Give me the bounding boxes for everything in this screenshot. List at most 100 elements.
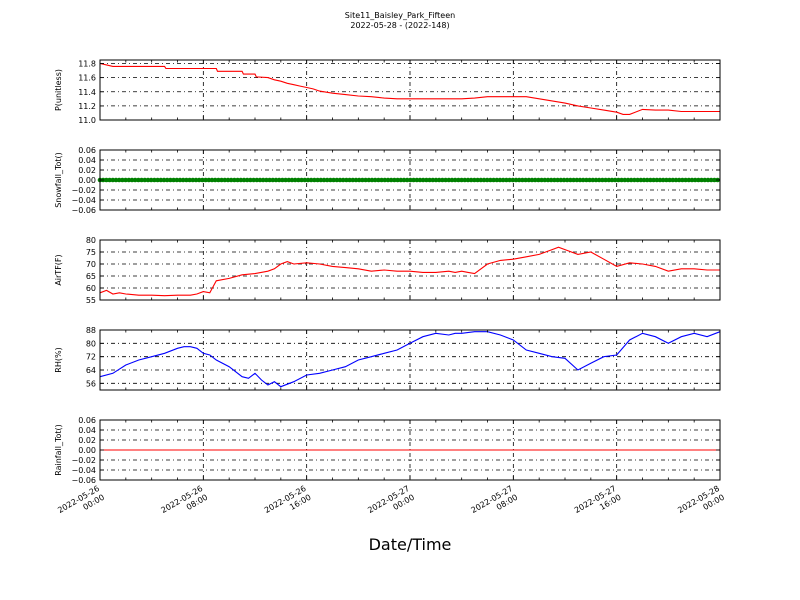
- data-point: [292, 177, 298, 183]
- data-point: [206, 177, 212, 183]
- data-point: [590, 177, 596, 183]
- data-point: [404, 177, 410, 183]
- data-point: [520, 177, 525, 183]
- data-point: [193, 177, 199, 183]
- y-tick-label: −0.06: [71, 206, 96, 215]
- data-point: [584, 177, 589, 183]
- data-point: [446, 177, 452, 183]
- data-point: [427, 177, 432, 183]
- y-tick-label: 0.02: [78, 166, 96, 175]
- data-point: [132, 177, 138, 183]
- data-point: [504, 177, 509, 183]
- data-point: [372, 177, 378, 183]
- data-point: [286, 177, 292, 183]
- data-point: [577, 177, 583, 183]
- data-point: [267, 177, 272, 183]
- data-point: [436, 177, 442, 183]
- data-point: [619, 177, 624, 183]
- x-tick-label: 2022-05-2800:00: [676, 484, 726, 524]
- data-point: [680, 177, 685, 183]
- data-point: [110, 177, 116, 183]
- data-point: [712, 177, 717, 183]
- data-point: [344, 177, 349, 183]
- data-point: [673, 177, 679, 183]
- data-point: [129, 177, 135, 183]
- x-axis-label: Date/Time: [368, 535, 452, 554]
- data-point: [433, 177, 439, 183]
- data-point: [350, 177, 356, 183]
- y-tick-label: −0.06: [71, 476, 96, 485]
- data-point: [664, 177, 669, 183]
- data-point: [478, 177, 484, 183]
- data-point: [328, 177, 333, 183]
- data-point: [510, 177, 516, 183]
- data-point: [401, 177, 407, 183]
- data-point: [302, 177, 308, 183]
- data-point: [174, 177, 180, 183]
- data-point: [228, 177, 234, 183]
- data-point: [388, 177, 394, 183]
- data-point: [225, 177, 231, 183]
- data-point: [488, 177, 493, 183]
- data-point: [200, 177, 205, 183]
- data-point: [443, 177, 448, 183]
- x-tick-label: 2022-05-2608:00: [160, 484, 210, 524]
- data-point: [340, 177, 346, 183]
- data-point: [507, 177, 512, 183]
- series-markers-2: [97, 177, 720, 183]
- series-line-1: [99, 62, 720, 115]
- data-point: [347, 177, 352, 183]
- x-tick-label: 2022-05-2600:00: [56, 484, 106, 524]
- y-tick-label: 0.04: [78, 156, 96, 165]
- data-point: [603, 177, 608, 183]
- chart-title: Site11_Baisley_Park_Fifteen: [344, 11, 456, 20]
- title-block: Site11_Baisley_Park_Fifteen 2022-05-28 -…: [0, 11, 800, 31]
- data-point: [203, 177, 208, 183]
- data-point: [536, 177, 541, 183]
- data-point: [667, 177, 672, 183]
- data-point: [222, 177, 228, 183]
- y-tick-label: 56: [86, 379, 96, 388]
- data-point: [136, 177, 141, 183]
- data-point: [398, 177, 404, 183]
- y-tick-label: 72: [86, 353, 96, 362]
- data-point: [689, 177, 695, 183]
- data-point: [593, 177, 599, 183]
- y-tick-label: 75: [86, 248, 96, 257]
- panel-5: −0.06−0.04−0.020.000.020.040.06 Rainfall_…: [54, 416, 721, 485]
- data-point: [324, 177, 330, 183]
- data-point: [532, 177, 538, 183]
- data-point: [251, 177, 256, 183]
- data-point: [276, 177, 282, 183]
- y-axis-label-3: AirTF(F): [54, 254, 63, 285]
- data-point: [238, 177, 244, 183]
- data-point: [308, 177, 314, 183]
- data-point: [366, 177, 372, 183]
- data-point: [641, 177, 647, 183]
- chart-subtitle: 2022-05-28 - (2022-148): [350, 21, 450, 30]
- data-point: [177, 177, 183, 183]
- data-point: [468, 177, 474, 183]
- data-point: [209, 177, 215, 183]
- data-point: [142, 177, 148, 183]
- data-point: [545, 177, 551, 183]
- data-point: [187, 177, 192, 183]
- data-point: [168, 177, 173, 183]
- data-point: [270, 177, 276, 183]
- data-point: [475, 177, 480, 183]
- data-point: [369, 177, 375, 183]
- data-point: [382, 177, 388, 183]
- data-point: [337, 177, 343, 183]
- data-point: [523, 177, 528, 183]
- data-point: [516, 177, 522, 183]
- y-tick-label: 0.00: [78, 176, 96, 185]
- data-point: [104, 177, 109, 183]
- data-point: [638, 177, 644, 183]
- data-point: [385, 177, 391, 183]
- data-point: [392, 177, 397, 183]
- data-point: [216, 177, 221, 183]
- data-point: [379, 177, 384, 183]
- data-point: [196, 177, 202, 183]
